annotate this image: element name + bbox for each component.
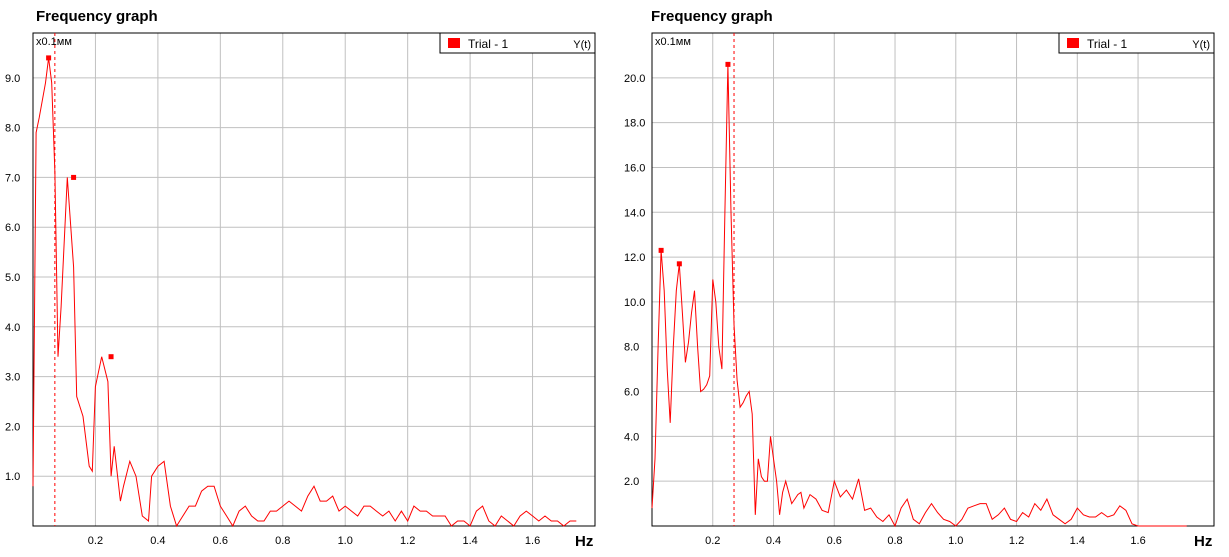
peak-marker xyxy=(725,61,731,67)
peak-marker xyxy=(108,354,114,360)
legend-entry: Trial - 1 xyxy=(468,37,509,51)
x-tick-label: 1.0 xyxy=(338,535,353,547)
x-tick-label: 0.4 xyxy=(766,535,781,547)
y-units-label: x0.1мм xyxy=(655,36,691,48)
y-tick-label: 2.0 xyxy=(5,421,20,433)
x-tick-label: 0.8 xyxy=(887,535,902,547)
x-tick-label: 1.4 xyxy=(462,535,477,547)
series-line xyxy=(651,64,1187,528)
x-axis-label: Hz xyxy=(575,533,593,550)
y-tick-label: 2.0 xyxy=(624,476,639,488)
y-tick-label: 4.0 xyxy=(624,431,639,443)
peak-marker xyxy=(676,261,682,267)
x-tick-label: 0.4 xyxy=(150,535,165,547)
x-tick-label: 0.8 xyxy=(275,535,290,547)
x-axis-label: Hz xyxy=(1194,533,1212,550)
x-tick-label: 1.2 xyxy=(1009,535,1024,547)
y-tick-label: 6.0 xyxy=(624,387,639,399)
x-tick-label: 0.6 xyxy=(213,535,228,547)
legend-suffix: Y(t) xyxy=(1192,39,1210,51)
x-tick-label: 1.4 xyxy=(1070,535,1085,547)
y-tick-label: 5.0 xyxy=(5,272,20,284)
chart-title: Frequency graph xyxy=(36,8,158,25)
peak-marker xyxy=(71,174,77,180)
y-tick-label: 20.0 xyxy=(624,73,645,85)
frequency-chart-right: 0.2 0.4 0.6 0.8 1.0 1.2 1.4 1.6 2.0 4.0 6.0 8.0 10.0… xyxy=(624,32,1215,550)
plot-frame xyxy=(651,32,1215,527)
y-tick-label: 4.0 xyxy=(5,322,20,334)
series-line xyxy=(32,57,577,528)
legend-box xyxy=(1058,32,1215,54)
y-tick-label: 10.0 xyxy=(624,297,645,309)
y-tick-label: 8.0 xyxy=(624,342,639,354)
legend-entry: Trial - 1 xyxy=(1087,37,1128,51)
y-tick-label: 18.0 xyxy=(624,118,645,130)
x-tick-label: 1.0 xyxy=(948,535,963,547)
y-tick-label: 9.0 xyxy=(5,73,20,85)
plot-area xyxy=(652,33,1214,526)
frequency-chart-left: 0.2 0.4 0.6 0.8 1.0 1.2 1.4 1.6 1.0 2.0 3.0 4.0 5.0 6… xyxy=(5,32,596,550)
y-tick-label: 7.0 xyxy=(5,172,20,184)
chart-panel-left: Frequency graph 0.2 0.4 0.6 0.8 1.0 1.2 1.4 1.6… xyxy=(0,0,600,557)
y-tick-label: 3.0 xyxy=(5,372,20,384)
y-units-label: x0.1мм xyxy=(36,36,72,48)
chart-title: Frequency graph xyxy=(651,8,773,25)
peak-marker xyxy=(46,55,52,61)
legend-suffix: Y(t) xyxy=(573,39,591,51)
legend-box xyxy=(439,32,596,54)
y-tick-label: 6.0 xyxy=(5,222,20,234)
y-tick-label: 14.0 xyxy=(624,207,645,219)
legend-swatch xyxy=(1067,38,1079,48)
x-tick-label: 1.6 xyxy=(525,535,540,547)
x-tick-label: 1.6 xyxy=(1130,535,1145,547)
y-tick-label: 8.0 xyxy=(5,123,20,135)
y-tick-label: 1.0 xyxy=(5,471,20,483)
x-tick-label: 0.2 xyxy=(88,535,103,547)
plot-area xyxy=(33,33,595,526)
x-tick-label: 0.6 xyxy=(827,535,842,547)
x-tick-label: 1.2 xyxy=(400,535,415,547)
x-tick-label: 0.2 xyxy=(705,535,720,547)
legend-swatch xyxy=(448,38,460,48)
y-tick-label: 16.0 xyxy=(624,162,645,174)
chart-panel-right: Frequency graph 0.2 0.4 0.6 0.8 1.0 1.2 1.4 1.6… xyxy=(615,0,1215,557)
y-tick-label: 12.0 xyxy=(624,252,645,264)
peak-marker xyxy=(658,247,664,253)
plot-frame xyxy=(32,32,596,527)
